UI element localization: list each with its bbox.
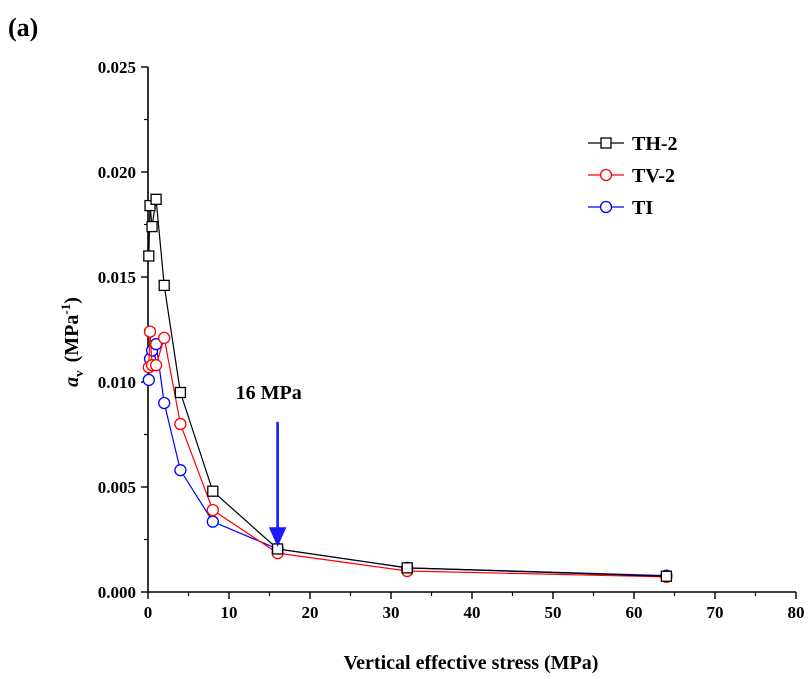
legend: TH-2 TV-2 TI — [588, 133, 678, 219]
x-tick-label: 40 — [464, 603, 481, 622]
legend-item-ti: TI — [588, 197, 653, 219]
y-axis-label-unit: (MPa — [61, 315, 83, 363]
series-line — [148, 331, 667, 578]
data-point — [174, 464, 187, 477]
data-point — [158, 279, 170, 292]
legend-marker — [600, 137, 612, 149]
x-tick-label: 10 — [221, 603, 238, 622]
x-tick-label: 30 — [383, 603, 400, 622]
legend-label: TV-2 — [632, 165, 675, 187]
data-point — [158, 331, 171, 345]
y-axis-label-close: ) — [61, 297, 83, 304]
legend-marker — [599, 168, 613, 182]
plot-area: 0 10 20 30 40 50 60 70 80 0.000 0.005 0.010 0.015 0.0… — [98, 58, 805, 622]
data-point — [150, 193, 162, 205]
data-point — [142, 373, 155, 387]
x-tick-label: 0 — [144, 603, 153, 622]
data-point — [206, 515, 219, 528]
legend-marker — [599, 200, 613, 214]
series-th-2 — [143, 193, 673, 582]
annotation-label: 16 MPa — [236, 382, 302, 404]
series-ti — [142, 338, 673, 582]
x-tick-label: 50 — [545, 603, 562, 622]
y-tick-label: 0.005 — [98, 478, 136, 497]
y-tick-label: 0.020 — [98, 163, 136, 182]
data-point — [660, 570, 673, 582]
data-point — [206, 503, 219, 517]
data-point — [144, 199, 156, 212]
y-axis-label-sub: v — [71, 370, 86, 377]
series-tv-2 — [142, 325, 673, 584]
y-tick-label: 0.000 — [98, 583, 136, 602]
x-tick-label: 70 — [707, 603, 724, 622]
y-axis-label-unit-sup: -1 — [58, 304, 73, 315]
x-tick-label: 20 — [302, 603, 319, 622]
data-point — [143, 325, 157, 338]
data-point — [158, 396, 171, 410]
y-tick-label: 0.010 — [98, 373, 136, 392]
legend-label: TI — [632, 197, 653, 219]
annotation-arrowhead — [268, 527, 287, 548]
series-line — [148, 199, 667, 577]
data-point — [146, 220, 158, 233]
data-point — [401, 562, 413, 574]
x-tick-label: 80 — [788, 603, 805, 622]
data-point — [207, 485, 219, 497]
y-tick-label: 0.025 — [98, 58, 136, 77]
x-tick-label: 60 — [626, 603, 643, 622]
data-point — [149, 359, 163, 372]
data-point — [174, 417, 187, 431]
legend-item-tv-2: TV-2 — [588, 165, 675, 187]
data-point — [143, 250, 155, 262]
y-tick-label: 0.015 — [98, 268, 136, 287]
legend-item-th-2: TH-2 — [588, 133, 678, 155]
data-point — [174, 386, 187, 399]
y-axis-label-main: a — [61, 377, 83, 387]
series-line — [148, 342, 667, 577]
panel-label: (a) — [8, 13, 38, 42]
legend-label: TH-2 — [632, 133, 678, 155]
x-axis-label: Vertical effective stress (MPa) — [344, 652, 599, 674]
y-axis-label: av (MPa-1) — [58, 297, 86, 387]
